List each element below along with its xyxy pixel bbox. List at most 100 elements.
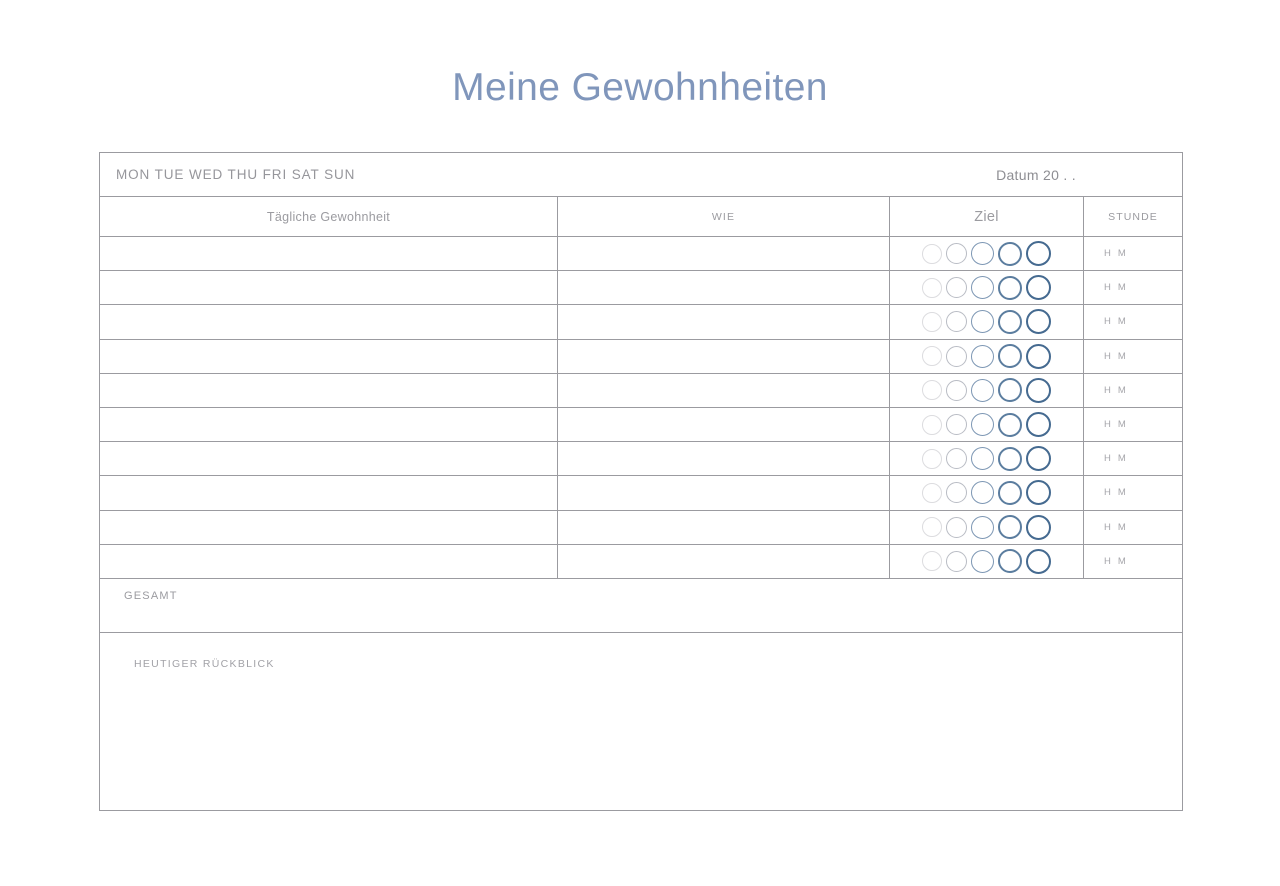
how-input[interactable] (558, 407, 890, 442)
goal-circle-4[interactable] (998, 344, 1022, 369)
goal-circle-4[interactable] (998, 515, 1022, 540)
goal-circle-1[interactable] (922, 380, 942, 401)
goal-circle-1[interactable] (922, 448, 942, 469)
habit-input[interactable] (100, 339, 558, 373)
reflection-section[interactable]: HEUTIGER RÜCKBLICK (100, 633, 1182, 814)
how-input[interactable] (558, 373, 890, 407)
table-row: H M (100, 442, 1182, 477)
goal-circle-1[interactable] (922, 517, 942, 538)
how-input[interactable] (558, 237, 890, 271)
how-input[interactable] (558, 510, 890, 544)
hour-input[interactable]: H M (1104, 248, 1129, 260)
goal-circle-2[interactable] (946, 345, 967, 367)
column-header-row: Tägliche Gewohnheit WIE Ziel STUNDE (100, 197, 1182, 237)
goal-circle-3[interactable] (971, 413, 994, 437)
habit-input[interactable] (100, 510, 558, 544)
goal-circle-3[interactable] (971, 447, 994, 471)
tracker-table: MON TUE WED THU FRI SAT SUN Datum 20 . .… (99, 152, 1183, 811)
goal-circle-3[interactable] (971, 378, 994, 402)
goal-circle-5[interactable] (1026, 480, 1051, 506)
how-input[interactable] (558, 271, 890, 305)
goal-circle-5[interactable] (1026, 514, 1051, 540)
hour-input[interactable]: H M (1104, 453, 1129, 465)
goal-circle-group (890, 237, 1084, 271)
goal-circle-4[interactable] (998, 275, 1022, 300)
goal-circle-3[interactable] (971, 242, 994, 266)
hour-input[interactable]: H M (1104, 316, 1129, 328)
goal-circle-2[interactable] (946, 414, 967, 436)
habit-input[interactable] (100, 407, 558, 442)
goal-circle-4[interactable] (998, 549, 1022, 574)
goal-circle-3[interactable] (971, 481, 994, 505)
column-header-habit: Tägliche Gewohnheit (100, 197, 558, 236)
habit-input[interactable] (100, 237, 558, 271)
goal-circle-1[interactable] (922, 243, 942, 264)
goal-circle-3[interactable] (971, 549, 994, 573)
goal-circle-5[interactable] (1026, 548, 1051, 574)
table-row: H M (100, 544, 1182, 579)
goal-circle-1[interactable] (922, 414, 942, 435)
habit-input[interactable] (100, 476, 558, 510)
how-input[interactable] (558, 442, 890, 476)
goal-circle-5[interactable] (1026, 412, 1051, 438)
goal-circle-1[interactable] (922, 277, 942, 298)
goal-circle-5[interactable] (1026, 446, 1051, 472)
habit-input[interactable] (100, 544, 558, 578)
goal-circle-4[interactable] (998, 309, 1022, 334)
goal-circle-2[interactable] (946, 448, 967, 470)
goal-circle-2[interactable] (946, 277, 967, 299)
hour-input[interactable]: H M (1104, 419, 1129, 431)
hour-input[interactable]: H M (1104, 384, 1129, 396)
goal-circle-2[interactable] (946, 311, 967, 333)
goal-circle-group (890, 476, 1084, 510)
how-input[interactable] (558, 544, 890, 578)
hour-input[interactable]: H M (1104, 487, 1129, 499)
tracker-top-bar: MON TUE WED THU FRI SAT SUN Datum 20 . . (100, 153, 1182, 197)
table-row: H M (100, 510, 1182, 545)
goal-circle-2[interactable] (946, 379, 967, 401)
goal-circle-3[interactable] (971, 310, 994, 334)
goal-circle-5[interactable] (1026, 275, 1051, 301)
how-input[interactable] (558, 305, 890, 339)
habit-input[interactable] (100, 271, 558, 305)
goal-circle-2[interactable] (946, 482, 967, 504)
goal-circle-4[interactable] (998, 446, 1022, 471)
hour-input[interactable]: H M (1104, 282, 1129, 294)
total-label: GESAMT (124, 589, 178, 602)
hour-input[interactable]: H M (1104, 555, 1129, 567)
goal-circle-1[interactable] (922, 482, 942, 503)
goal-circle-2[interactable] (946, 243, 967, 265)
habit-input[interactable] (100, 305, 558, 339)
goal-circle-3[interactable] (971, 276, 994, 300)
goal-circle-5[interactable] (1026, 377, 1051, 403)
goal-circle-4[interactable] (998, 378, 1022, 403)
how-input[interactable] (558, 476, 890, 510)
table-row: H M (100, 373, 1182, 408)
goal-circle-1[interactable] (922, 346, 942, 367)
goal-circle-5[interactable] (1026, 309, 1051, 335)
goal-circle-group (890, 373, 1084, 407)
goal-circle-1[interactable] (922, 551, 942, 572)
goal-circle-3[interactable] (971, 515, 994, 539)
goal-circle-4[interactable] (998, 480, 1022, 505)
hour-input[interactable]: H M (1104, 521, 1129, 533)
goal-circle-2[interactable] (946, 516, 967, 538)
goal-circle-group (890, 544, 1084, 578)
goal-circle-group (890, 271, 1084, 305)
goal-circle-5[interactable] (1026, 241, 1051, 267)
habit-input[interactable] (100, 373, 558, 407)
goal-circle-3[interactable] (971, 344, 994, 368)
weekday-strip[interactable]: MON TUE WED THU FRI SAT SUN (116, 167, 356, 182)
goal-circle-5[interactable] (1026, 343, 1051, 369)
date-field[interactable]: Datum 20 . . (996, 166, 1076, 183)
goal-circle-4[interactable] (998, 241, 1022, 266)
habit-input[interactable] (100, 442, 558, 476)
goal-circle-4[interactable] (998, 412, 1022, 437)
goal-circle-1[interactable] (922, 311, 942, 332)
total-section[interactable]: GESAMT (100, 579, 1182, 633)
goal-circle-group (890, 407, 1084, 442)
goal-circle-2[interactable] (946, 550, 967, 572)
hour-input[interactable]: H M (1104, 350, 1129, 362)
how-input[interactable] (558, 339, 890, 373)
